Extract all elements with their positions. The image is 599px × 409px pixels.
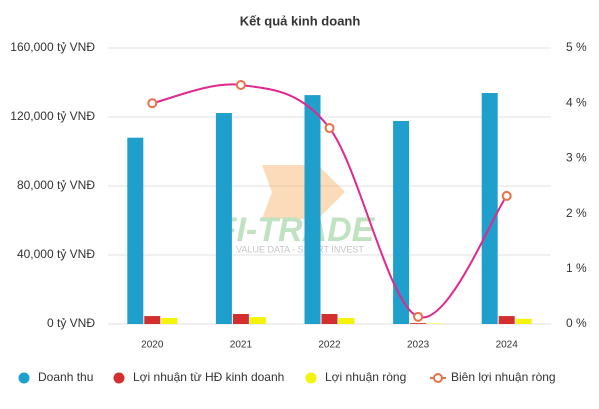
x-tick-label: 2023 (407, 340, 430, 351)
legend-label: Biên lợi nhuận ròng (451, 370, 556, 384)
bar (338, 317, 355, 324)
watermark: FI-TRADE VALUE DATA - SMART INVEST (216, 165, 376, 254)
bar (498, 316, 515, 324)
line-marker (324, 123, 335, 134)
bar (161, 317, 178, 324)
line-marker (235, 79, 246, 90)
bar (304, 95, 321, 324)
bar (515, 318, 532, 324)
legend-marker (433, 373, 443, 383)
chart-title: Kết quả kinh doanh (240, 13, 361, 28)
y2-tick-label: 1 % (566, 261, 587, 275)
y-tick-label: 40,000 tỷ VNĐ (17, 247, 95, 261)
y2-tick-label: 0 % (566, 316, 587, 330)
bar (481, 93, 498, 325)
legend-label: Doanh thu (38, 370, 93, 384)
bar (144, 316, 161, 324)
y2-tick-label: 3 % (566, 151, 587, 165)
legend-label: Lợi nhuận ròng (325, 370, 406, 384)
y-tick-label: 0 tỷ VNĐ (47, 316, 95, 330)
legend-marker (18, 372, 30, 384)
line (152, 83, 508, 319)
watermark-text: FI-TRADE (216, 211, 376, 249)
y2-tick-label: 4 % (566, 95, 587, 109)
x-tick-label: 2022 (318, 340, 341, 351)
y2-tick-label: 5 % (566, 40, 587, 54)
line-marker (413, 311, 424, 322)
y2-tick-label: 2 % (566, 206, 587, 220)
x-tick-label: 2021 (230, 340, 253, 351)
line-marker (147, 98, 158, 109)
grid (108, 47, 551, 325)
x-tick-label: 2024 (496, 340, 519, 351)
watermark-tagline: VALUE DATA - SMART INVEST (236, 244, 364, 254)
watermark-logo (262, 165, 345, 219)
bar (232, 313, 249, 324)
x-tick-label: 2020 (141, 340, 164, 351)
bar (393, 120, 410, 324)
bar (321, 313, 338, 324)
legend-marker (113, 372, 125, 384)
bar (127, 137, 144, 324)
legend-marker (305, 372, 317, 384)
y-tick-label: 120,000 tỷ VNĐ (10, 109, 95, 123)
bar (249, 317, 266, 324)
y-tick-label: 80,000 tỷ VNĐ (17, 178, 95, 192)
legend-label: Lợi nhuận từ HĐ kinh doanh (133, 370, 284, 384)
bar (410, 323, 427, 324)
y-tick-label: 160,000 tỷ VNĐ (10, 40, 95, 54)
bar (215, 113, 232, 324)
bar (427, 323, 444, 324)
line-marker (501, 190, 512, 201)
